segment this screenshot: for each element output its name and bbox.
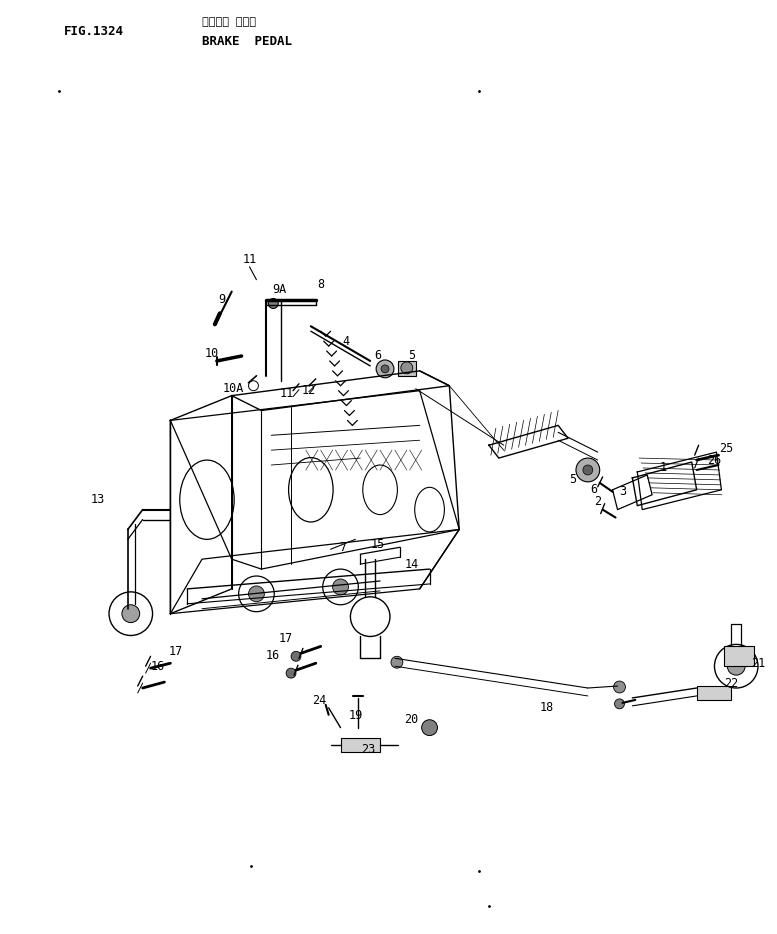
- Text: 15: 15: [371, 538, 385, 551]
- Text: 8: 8: [317, 278, 324, 291]
- Text: 5: 5: [570, 474, 577, 487]
- Text: 4: 4: [342, 334, 349, 347]
- Circle shape: [391, 657, 402, 668]
- Text: 10A: 10A: [223, 382, 244, 395]
- Bar: [398, 361, 416, 375]
- Text: 22: 22: [724, 676, 738, 689]
- Text: 16: 16: [151, 659, 165, 672]
- Circle shape: [615, 699, 625, 709]
- Text: 11: 11: [280, 388, 294, 400]
- Text: 20: 20: [405, 714, 419, 727]
- Text: ブレーキ ペダル: ブレーキ ペダル: [202, 17, 256, 27]
- Text: 14: 14: [405, 558, 419, 571]
- Bar: [340, 738, 380, 753]
- Circle shape: [727, 658, 745, 675]
- Circle shape: [122, 604, 140, 623]
- Text: 17: 17: [168, 644, 183, 658]
- Text: 3: 3: [619, 486, 626, 498]
- Bar: [724, 646, 754, 666]
- Circle shape: [268, 299, 278, 308]
- Text: 7: 7: [339, 541, 346, 554]
- Text: 13: 13: [91, 493, 105, 506]
- Circle shape: [614, 681, 625, 693]
- Circle shape: [249, 586, 264, 601]
- Circle shape: [576, 458, 600, 482]
- Text: 2: 2: [594, 495, 601, 508]
- Text: 23: 23: [361, 743, 375, 756]
- Circle shape: [291, 651, 301, 661]
- Text: BRAKE  PEDAL: BRAKE PEDAL: [202, 35, 292, 49]
- Circle shape: [333, 579, 348, 595]
- Text: 17: 17: [279, 632, 293, 645]
- Circle shape: [286, 668, 296, 678]
- Text: 26: 26: [707, 454, 722, 467]
- Circle shape: [376, 360, 394, 377]
- Circle shape: [401, 362, 413, 374]
- Text: 25: 25: [720, 442, 733, 455]
- Text: 9: 9: [218, 293, 225, 306]
- Bar: [697, 686, 731, 700]
- Circle shape: [583, 465, 593, 474]
- Circle shape: [422, 720, 437, 736]
- Text: 9A: 9A: [272, 283, 286, 296]
- Text: 10: 10: [205, 347, 219, 360]
- Text: 6: 6: [591, 483, 598, 496]
- Text: 12: 12: [301, 384, 316, 397]
- Text: FIG.1324: FIG.1324: [64, 25, 124, 38]
- Circle shape: [381, 365, 389, 373]
- Text: 5: 5: [408, 349, 416, 362]
- Text: 24: 24: [312, 694, 326, 707]
- Text: 11: 11: [242, 253, 256, 266]
- Text: 1: 1: [660, 461, 667, 474]
- Text: 19: 19: [348, 709, 363, 722]
- Text: 6: 6: [375, 349, 382, 362]
- Text: 21: 21: [751, 657, 765, 670]
- Text: 16: 16: [267, 649, 280, 662]
- Text: 18: 18: [539, 701, 553, 715]
